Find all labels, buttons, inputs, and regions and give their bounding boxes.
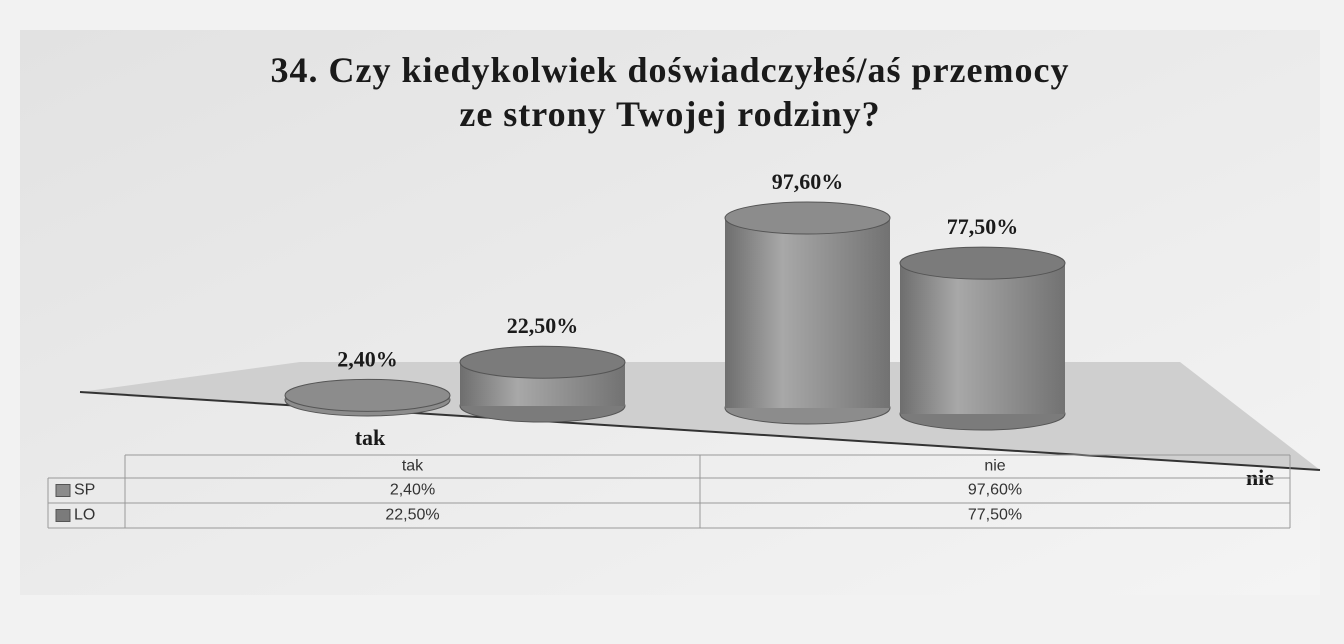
table-cell: 77,50% (968, 507, 1022, 524)
cylinder-top (459, 345, 626, 379)
data-label: 2,40% (337, 346, 398, 371)
floor-edge (79, 391, 1321, 471)
data-label: 22,50% (507, 313, 579, 338)
cylinder-top (724, 201, 891, 235)
bar (900, 263, 1065, 414)
cylinder-top (899, 246, 1066, 280)
table-cell: 97,60% (968, 482, 1022, 499)
table-cell: 22,50% (385, 507, 439, 524)
legend-swatch (55, 509, 71, 522)
legend-swatch (55, 484, 71, 497)
data-label: 97,60% (772, 169, 844, 194)
bar (725, 218, 890, 408)
legend-label: SP (74, 482, 95, 499)
data-label: 77,50% (947, 214, 1019, 239)
table-header: tak (402, 458, 424, 475)
legend-label: LO (74, 507, 95, 524)
chart-background (20, 30, 1320, 595)
chart-title: 34. Czy kiedykolwiek doświadczyłeś/aś pr… (270, 50, 1070, 134)
table-cell: 2,40% (390, 482, 435, 499)
x-tick-label: tak (355, 425, 386, 450)
table-header: nie (984, 458, 1005, 475)
cylinder-top (284, 378, 451, 412)
